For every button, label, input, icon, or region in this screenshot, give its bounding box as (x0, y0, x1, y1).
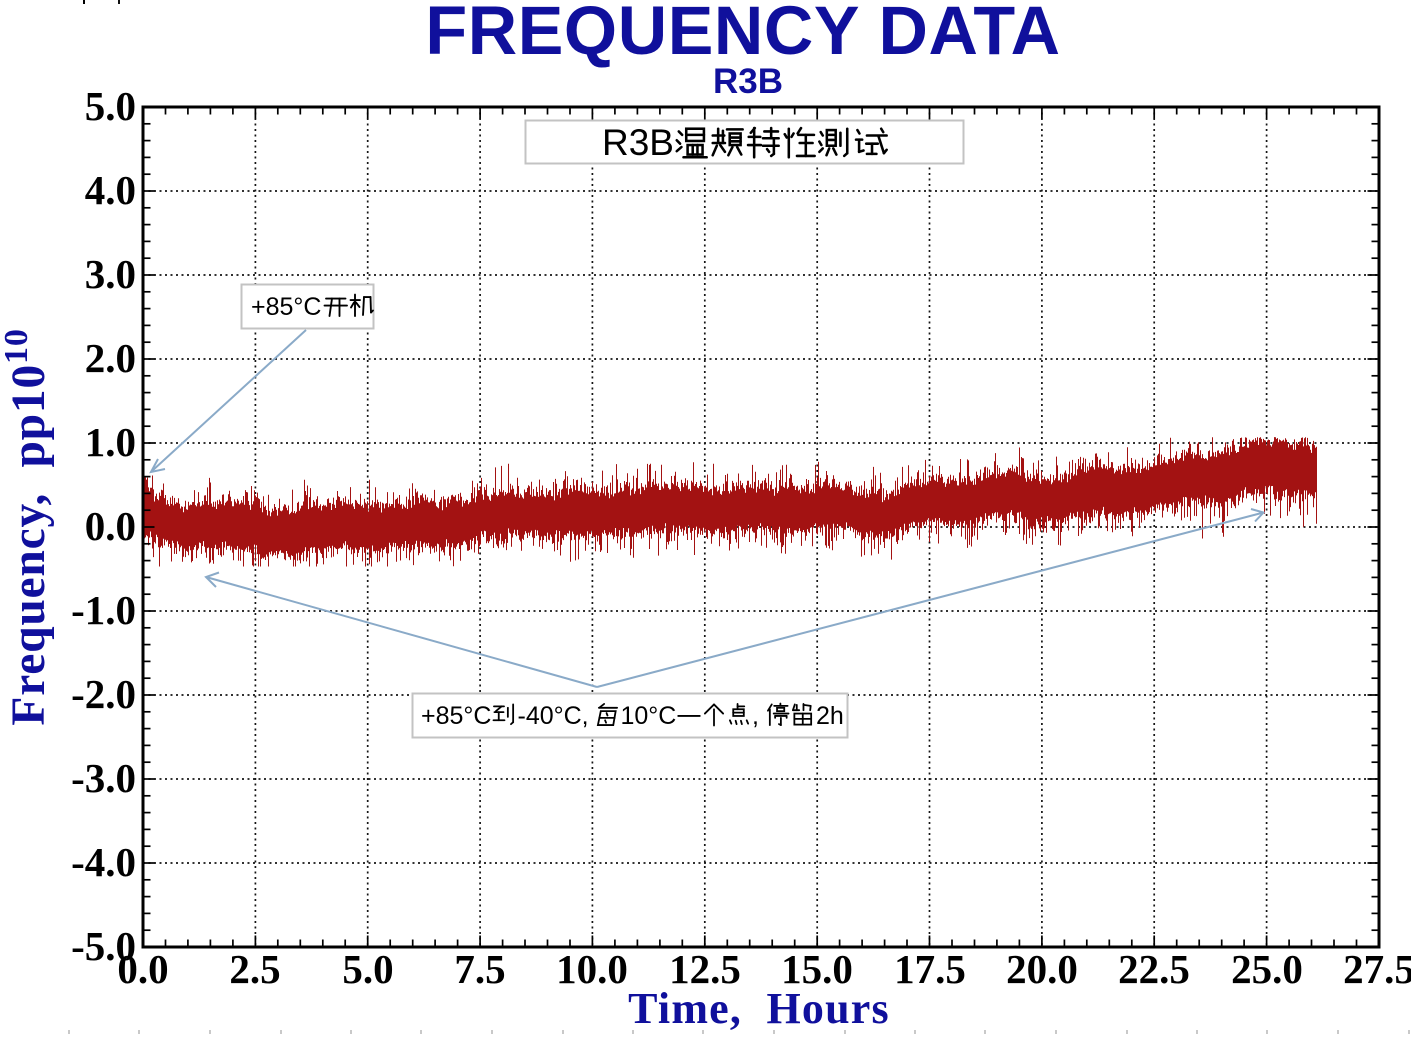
svg-text:0.0: 0.0 (85, 503, 136, 549)
svg-text:2.0: 2.0 (85, 335, 136, 381)
svg-text:27.5: 27.5 (1343, 946, 1411, 992)
svg-text:25.0: 25.0 (1231, 946, 1303, 992)
svg-text:R3B: R3B (713, 62, 783, 101)
svg-text:4.0: 4.0 (85, 167, 136, 213)
svg-text:+85°C: +85°C (421, 702, 491, 730)
svg-text:17.5: 17.5 (894, 946, 966, 992)
svg-text:-40°C,: -40°C, (518, 702, 589, 730)
svg-text:7.5: 7.5 (454, 946, 505, 992)
svg-text:-4.0: -4.0 (71, 839, 136, 885)
svg-text:-5.0: -5.0 (71, 923, 136, 969)
svg-text:2h: 2h (816, 702, 844, 730)
svg-text:5.0: 5.0 (342, 946, 393, 992)
svg-text:-3.0: -3.0 (71, 755, 136, 801)
svg-text:R3B: R3B (602, 122, 674, 163)
svg-text:12.5: 12.5 (669, 946, 741, 992)
svg-text:+85°C: +85°C (251, 293, 321, 321)
svg-text:Time, Hours: Time, Hours (628, 984, 890, 1033)
svg-text:5.0: 5.0 (85, 83, 136, 129)
svg-text:22.5: 22.5 (1118, 946, 1190, 992)
svg-text:2.5: 2.5 (229, 946, 280, 992)
svg-text:0.0: 0.0 (117, 946, 168, 992)
svg-text:-1.0: -1.0 (71, 587, 136, 633)
svg-text:3.0: 3.0 (85, 251, 136, 297)
svg-text:Frequency, pp1010: Frequency, pp1010 (0, 328, 55, 725)
svg-text:1.0: 1.0 (85, 419, 136, 465)
svg-text:15.0: 15.0 (781, 946, 853, 992)
svg-text:-2.0: -2.0 (71, 671, 136, 717)
svg-text:10°C: 10°C (621, 702, 677, 730)
svg-text:,: , (752, 702, 759, 730)
svg-text:20.0: 20.0 (1006, 946, 1078, 992)
svg-text:10.0: 10.0 (556, 946, 628, 992)
svg-text:FREQUENCY DATA: FREQUENCY DATA (425, 0, 1060, 69)
